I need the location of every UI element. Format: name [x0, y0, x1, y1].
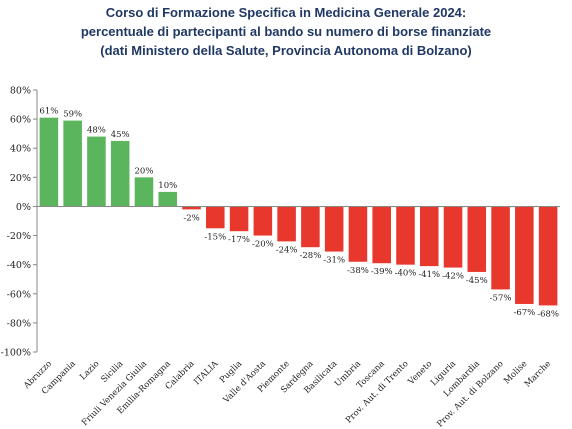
bar — [253, 206, 273, 236]
bar — [134, 177, 154, 207]
data-label: -68% — [537, 309, 559, 319]
y-tick-label: -80% — [7, 318, 31, 329]
data-label: -41% — [418, 270, 440, 280]
y-tick-label: 0% — [16, 202, 31, 213]
title-line-1: Corso di Formazione Specifica in Medicin… — [105, 5, 467, 20]
data-label: -57% — [490, 293, 512, 303]
bar — [182, 206, 201, 210]
category-label: Lazio — [78, 359, 101, 382]
bar — [515, 206, 534, 304]
bar — [396, 206, 415, 265]
data-label: 10% — [158, 181, 177, 191]
data-label: -67% — [513, 308, 535, 318]
data-label: -20% — [252, 240, 274, 250]
bar — [443, 206, 463, 268]
title-line-3: (dati Ministero della Salute, Provincia … — [100, 43, 472, 58]
y-tick-label: 20% — [10, 173, 31, 184]
data-label: -39% — [371, 267, 393, 277]
bar — [229, 206, 249, 232]
data-label: 61% — [39, 107, 58, 117]
data-label: -45% — [466, 276, 488, 286]
y-tick-label: 40% — [10, 144, 31, 155]
bar — [39, 117, 59, 207]
data-label: -17% — [228, 235, 250, 245]
bar — [158, 191, 178, 207]
bar — [419, 206, 439, 267]
data-label: -42% — [442, 272, 464, 282]
data-label: -28% — [300, 251, 322, 261]
y-tick-label: -60% — [7, 289, 31, 300]
bar — [324, 206, 344, 252]
bar — [63, 120, 82, 207]
data-label: 20% — [135, 166, 154, 176]
data-label: -24% — [276, 245, 298, 255]
data-label: 59% — [63, 110, 82, 120]
bar — [467, 206, 487, 272]
category-label: ITALIA — [192, 358, 221, 387]
y-tick-label: -40% — [7, 260, 31, 271]
data-label: -31% — [323, 256, 345, 266]
bar — [301, 206, 320, 248]
data-label: -38% — [347, 266, 369, 276]
data-label: -2% — [183, 213, 199, 223]
data-label: -15% — [204, 232, 226, 242]
bar — [491, 206, 510, 290]
bar — [348, 206, 368, 262]
y-tick-label: -100% — [1, 348, 31, 359]
chart-title: Corso di Formazione Specifica in Medicin… — [0, 3, 572, 60]
bar — [372, 206, 391, 264]
data-label: -40% — [395, 269, 417, 279]
y-tick-label: 60% — [10, 115, 31, 126]
data-label: 48% — [87, 126, 106, 136]
data-label: 45% — [111, 130, 130, 140]
bar — [277, 206, 296, 242]
bar — [538, 206, 558, 306]
bar — [206, 206, 225, 229]
y-tick-label: 80% — [10, 86, 31, 97]
bar — [110, 140, 130, 207]
y-tick-label: -20% — [7, 231, 31, 242]
category-label: Marche — [523, 359, 553, 389]
bar — [87, 136, 106, 207]
title-line-2: percentuale di partecipanti al bando su … — [80, 24, 492, 39]
